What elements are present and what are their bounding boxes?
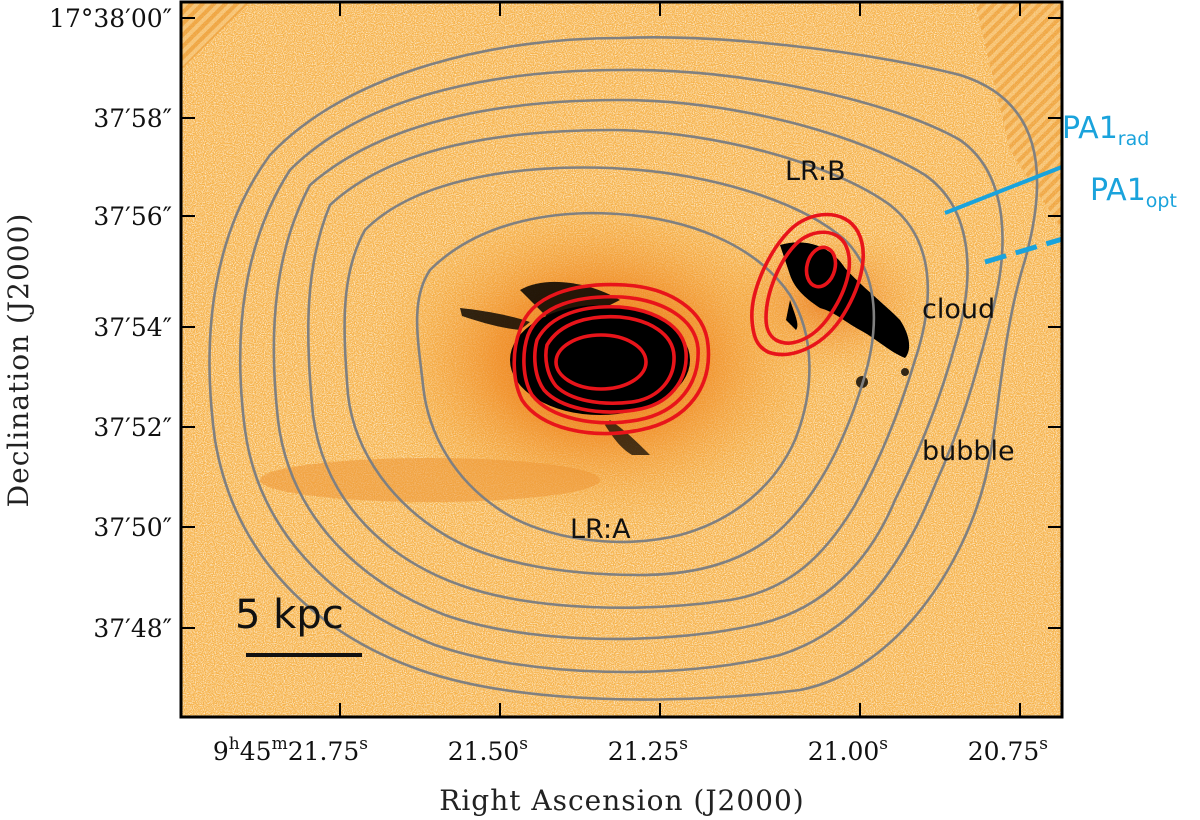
x-tick-label: 21.00s <box>808 734 888 766</box>
x-tick-label: 21.25s <box>608 734 688 766</box>
red-contour-a1 <box>512 282 711 436</box>
label-pa1-opt: PA1opt <box>1090 173 1177 212</box>
x-axis-title: Right Ascension (J2000) <box>439 784 804 817</box>
pa1-rad-line <box>944 164 1062 215</box>
image-panel: LR:B cloud bubble LR:A 5 kpc <box>181 2 1062 717</box>
corner-artifact-top-left <box>181 2 250 70</box>
red-contour-a3 <box>533 304 688 414</box>
gray-contour-1 <box>208 36 1039 701</box>
gray-contours <box>208 36 1039 701</box>
scale-bar-label: 5 kpc <box>235 592 344 638</box>
y-tick-label: 37′54″ <box>93 313 172 342</box>
red-contour-b2 <box>764 230 852 345</box>
y-axis-title: Declination (J2000) <box>2 213 35 508</box>
gray-contour-5 <box>343 166 876 577</box>
y-tick-label: 17°38′00″ <box>49 4 172 33</box>
y-tick-label: 37′48″ <box>93 614 172 643</box>
red-contour-a5 <box>554 333 648 391</box>
x-tick-label: 21.50s <box>448 734 528 766</box>
red-contour-b3 <box>804 245 838 289</box>
x-axis-ticks: 9h45m21.75s 21.50s 21.25s 21.00s 20.75s <box>213 2 1048 766</box>
tidal-feature <box>260 458 600 502</box>
label-bubble: bubble <box>922 436 1015 467</box>
y-tick-label: 37′52″ <box>93 413 172 442</box>
y-tick-label: 37′56″ <box>93 202 172 231</box>
x-tick-label: 9h45m21.75s <box>213 734 368 766</box>
pa1-opt-line <box>984 236 1062 265</box>
plot-frame <box>179 0 1064 719</box>
gray-contour-4 <box>306 128 930 609</box>
y-tick-label: 37′50″ <box>93 513 172 542</box>
label-cloud: cloud <box>922 294 995 325</box>
red-contour-a4 <box>544 314 676 406</box>
label-lr-a: LR:A <box>570 514 631 545</box>
label-lr-b: LR:B <box>785 156 846 187</box>
x-tick-label: 20.75s <box>968 734 1048 766</box>
gray-contour-3 <box>272 98 969 641</box>
red-contour-a2 <box>522 294 700 425</box>
y-axis-ticks: 17°38′00″ 37′58″ 37′56″ 37′54″ 37′52″ 37′50″ 3… <box>49 4 1062 643</box>
red-contours <box>512 212 865 436</box>
gray-contour-2 <box>238 68 1004 674</box>
red-contour-b1 <box>750 212 865 357</box>
label-pa1-rad: PA1rad <box>1062 111 1149 150</box>
gray-contour-6 <box>415 211 811 544</box>
y-tick-label: 37′58″ <box>93 104 172 133</box>
